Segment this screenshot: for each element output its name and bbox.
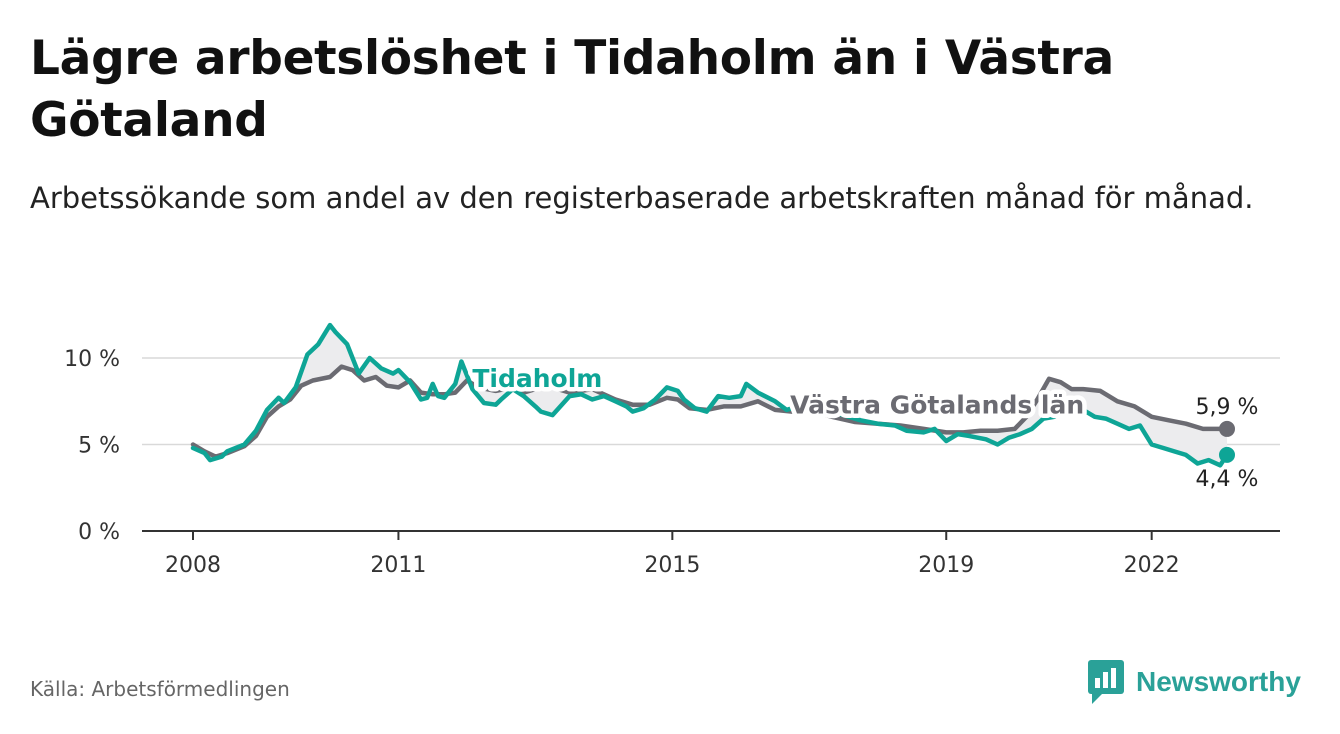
end-point-vastra-gotaland [1219,420,1235,437]
x-tick-label: 2008 [165,553,221,578]
series-label-tidaholm: Tidaholm [472,364,602,393]
y-tick-label: 5 % [78,434,120,459]
brand-name: Newsworthy [1136,666,1301,697]
line-chart: 0 % 5 % 10 % 2008 2011 2015 2019 2022 5,9 % 4,4 %… [64,322,1280,578]
x-tick-label: 2015 [644,553,700,578]
y-tick-label: 10 % [64,347,120,372]
x-tick-label: 2011 [370,553,426,578]
series-label-vastra-gotaland-halo: Västra Götalands län [790,391,1084,420]
y-tick-label: 0 % [78,520,120,545]
x-tick-label: 2019 [918,553,974,578]
series-label-vastra-gotaland: Västra Götalands län [790,391,1084,420]
series-lines [190,322,1235,468]
series-line-vastra-gotaland [190,364,1230,459]
gridlines [142,357,1280,540]
chart-labels: 0 % 5 % 10 % 2008 2011 2015 2019 2022 5,9 % 4,4 %… [64,347,1258,578]
end-label-vastra-gotaland: 5,9 % [1196,395,1259,420]
series-label-tidaholm-halo: Tidaholm [472,364,602,393]
chart-title: Lägre arbetslöshet i Tidaholm än i Västr… [30,31,1114,148]
source-note: Källa: Arbetsförmedlingen [30,677,290,701]
x-tick-label: 2022 [1124,553,1180,578]
chart-subtitle: Arbetssökande som andel av den registerb… [30,181,1254,215]
end-label-tidaholm: 4,4 % [1196,467,1259,492]
bar-chart-icon [1088,660,1124,704]
newsworthy-logo[interactable]: Newsworthy [1088,660,1301,704]
series-line-tidaholm [190,322,1230,468]
end-point-tidaholm [1219,446,1235,463]
